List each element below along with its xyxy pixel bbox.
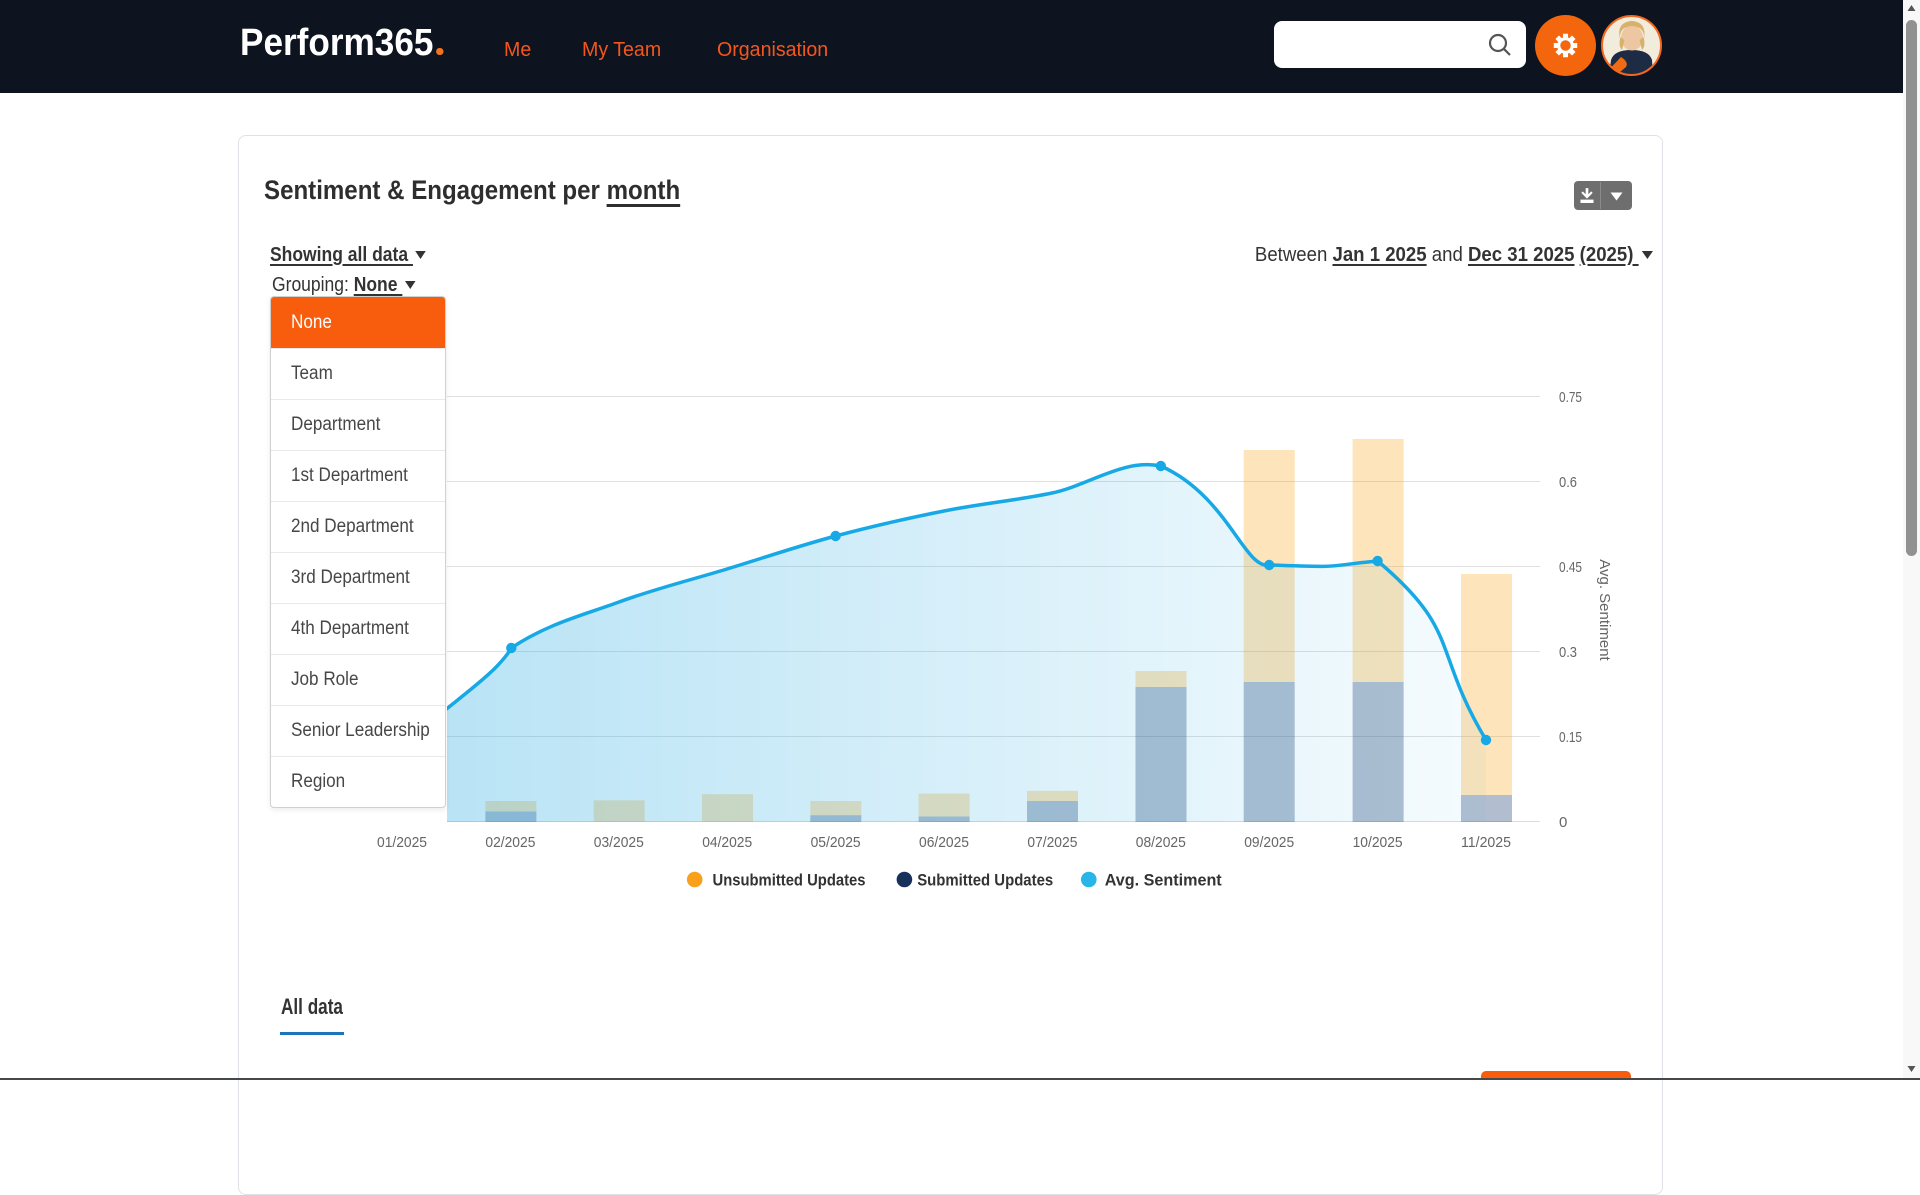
svg-text:0: 0	[1559, 814, 1567, 831]
svg-text:10/2025: 10/2025	[1353, 834, 1403, 851]
svg-text:09/2025: 09/2025	[1244, 834, 1294, 851]
svg-text:03/2025: 03/2025	[594, 834, 644, 851]
svg-text:0.45: 0.45	[1559, 559, 1582, 576]
svg-text:05/2025: 05/2025	[811, 834, 861, 851]
svg-text:01/2025: 01/2025	[377, 834, 427, 851]
svg-text:0.6: 0.6	[1559, 474, 1577, 491]
svg-text:Submitted Updates: Submitted Updates	[917, 871, 1053, 890]
svg-text:06/2025: 06/2025	[919, 834, 969, 851]
svg-text:Avg. Sentiment: Avg. Sentiment	[1105, 871, 1222, 890]
svg-text:11/2025: 11/2025	[1461, 834, 1511, 851]
svg-text:07/2025: 07/2025	[1027, 834, 1077, 851]
svg-text:08/2025: 08/2025	[1136, 834, 1186, 851]
svg-text:0.75: 0.75	[1559, 389, 1582, 406]
svg-text:Avg. Sentiment: Avg. Sentiment	[1596, 559, 1613, 661]
svg-text:04/2025: 04/2025	[702, 834, 752, 851]
svg-text:02/2025: 02/2025	[485, 834, 535, 851]
svg-text:Unsubmitted Updates: Unsubmitted Updates	[713, 871, 866, 890]
svg-text:0.15: 0.15	[1559, 729, 1582, 746]
svg-text:0.3: 0.3	[1559, 644, 1577, 661]
